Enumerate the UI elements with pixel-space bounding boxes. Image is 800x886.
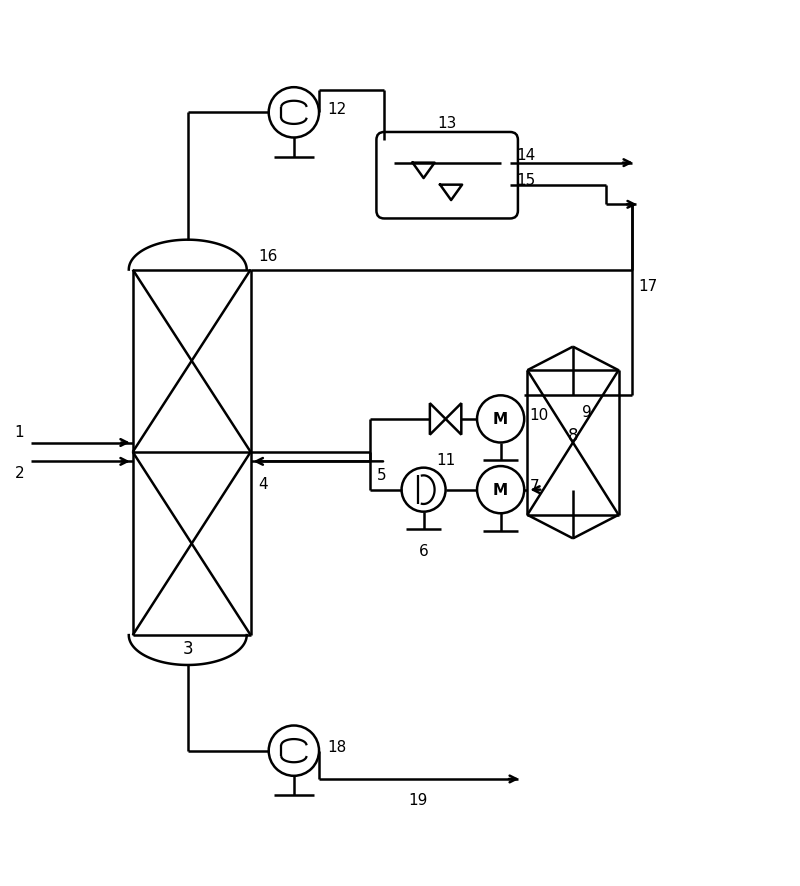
- Text: 7: 7: [530, 478, 539, 494]
- Text: 2: 2: [15, 465, 25, 480]
- Text: 4: 4: [258, 476, 268, 491]
- Polygon shape: [446, 404, 462, 435]
- Text: M: M: [493, 412, 508, 427]
- Text: M: M: [493, 483, 508, 498]
- Text: 14: 14: [516, 148, 535, 163]
- Text: 3: 3: [182, 640, 193, 657]
- Text: 19: 19: [408, 791, 427, 806]
- FancyBboxPatch shape: [377, 133, 518, 219]
- Text: 11: 11: [436, 453, 455, 468]
- Text: 10: 10: [530, 408, 549, 423]
- Text: 6: 6: [418, 543, 429, 558]
- Text: 17: 17: [638, 278, 658, 293]
- Text: 16: 16: [258, 249, 278, 264]
- Text: 8: 8: [568, 426, 578, 444]
- Text: 13: 13: [438, 116, 457, 131]
- Text: 12: 12: [327, 102, 346, 117]
- Text: 15: 15: [516, 174, 535, 188]
- Text: 9: 9: [582, 404, 592, 419]
- Text: 1: 1: [15, 425, 25, 439]
- Text: 5: 5: [377, 467, 386, 482]
- Text: 18: 18: [327, 740, 346, 754]
- Polygon shape: [430, 404, 446, 435]
